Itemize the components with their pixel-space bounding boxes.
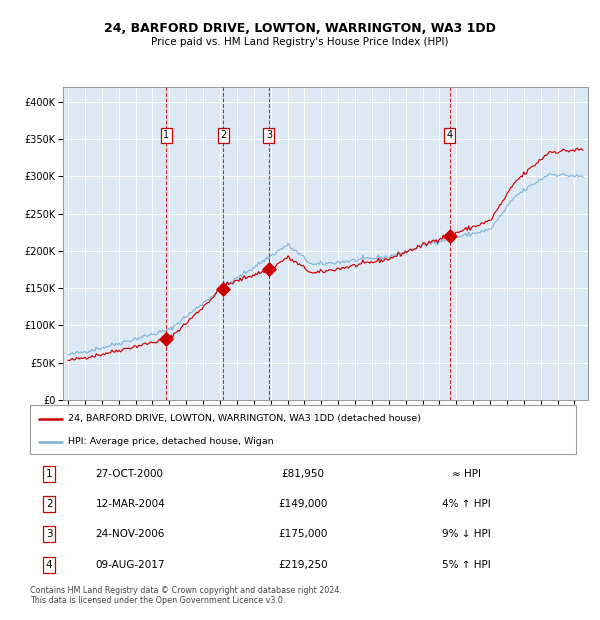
Point (218, 284, 228, 294)
Text: 9% ↓ HPI: 9% ↓ HPI (442, 529, 491, 539)
Text: £219,250: £219,250 (278, 560, 328, 570)
Text: ≈ HPI: ≈ HPI (452, 469, 481, 479)
Text: £175,000: £175,000 (278, 529, 328, 539)
Text: Price paid vs. HM Land Registry's House Price Index (HPI): Price paid vs. HM Land Registry's House … (151, 37, 449, 47)
Point (161, 334, 171, 343)
Text: HPI: Average price, detached house, Wigan: HPI: Average price, detached house, Wiga… (68, 437, 274, 446)
Point (264, 265, 274, 275)
Text: 09-AUG-2017: 09-AUG-2017 (95, 560, 165, 570)
Text: 1: 1 (46, 469, 52, 479)
Text: £149,000: £149,000 (278, 499, 328, 509)
Text: 1: 1 (163, 130, 170, 140)
Text: 24, BARFORD DRIVE, LOWTON, WARRINGTON, WA3 1DD: 24, BARFORD DRIVE, LOWTON, WARRINGTON, W… (104, 22, 496, 35)
FancyBboxPatch shape (30, 405, 576, 454)
Text: 27-OCT-2000: 27-OCT-2000 (95, 469, 164, 479)
Text: 4: 4 (46, 560, 52, 570)
Text: 2: 2 (220, 130, 226, 140)
Point (445, 231, 455, 241)
Text: £81,950: £81,950 (281, 469, 325, 479)
Text: 4% ↑ HPI: 4% ↑ HPI (442, 499, 491, 509)
Text: 4: 4 (446, 130, 453, 140)
Text: 2: 2 (46, 499, 52, 509)
Text: 24-NOV-2006: 24-NOV-2006 (95, 529, 165, 539)
Text: 3: 3 (266, 130, 272, 140)
Text: This data is licensed under the Open Government Licence v3.0.: This data is licensed under the Open Gov… (30, 596, 286, 606)
Text: 3: 3 (46, 529, 52, 539)
Text: 12-MAR-2004: 12-MAR-2004 (95, 499, 165, 509)
Text: 24, BARFORD DRIVE, LOWTON, WARRINGTON, WA3 1DD (detached house): 24, BARFORD DRIVE, LOWTON, WARRINGTON, W… (68, 414, 421, 423)
Text: 5% ↑ HPI: 5% ↑ HPI (442, 560, 491, 570)
Text: Contains HM Land Registry data © Crown copyright and database right 2024.: Contains HM Land Registry data © Crown c… (30, 586, 342, 595)
